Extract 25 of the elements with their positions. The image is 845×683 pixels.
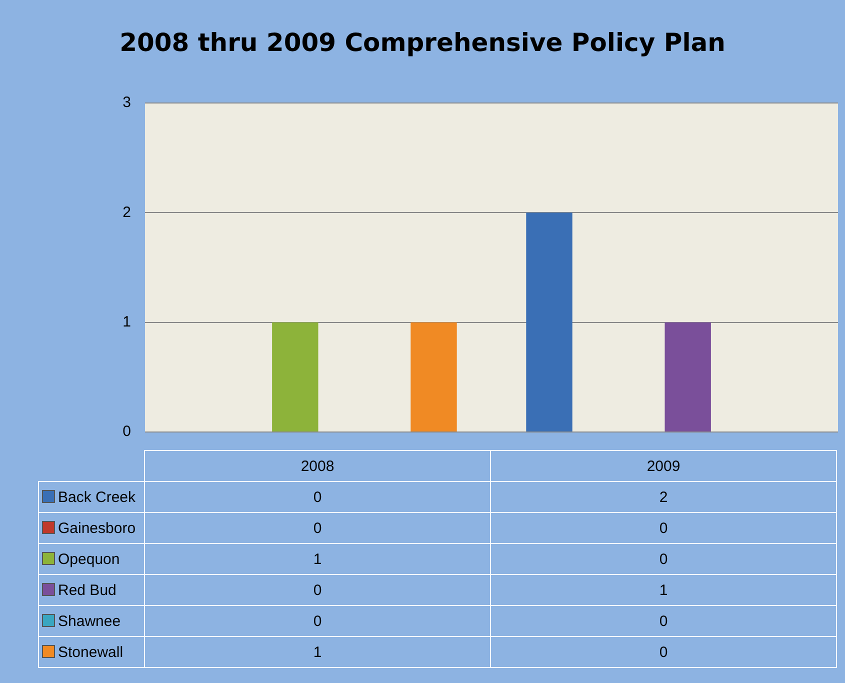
data-label: 0	[490, 512, 836, 544]
data-label: 2	[490, 482, 836, 512]
legend-label: Red Bud	[38, 574, 144, 606]
data-label: 0	[144, 606, 490, 636]
data-label: 1	[490, 574, 836, 606]
data-label: 1	[144, 544, 490, 574]
data-label: 0	[490, 636, 836, 668]
y-tick-label: 0	[122, 423, 131, 440]
legend-label: Back Creek	[38, 482, 144, 512]
data-label: 0	[144, 482, 490, 512]
legend-label: Opequon	[38, 544, 144, 574]
y-tick-label: 3	[122, 94, 131, 112]
data-label: 0	[144, 574, 490, 606]
legend-label: Gainesboro	[38, 512, 144, 544]
data-label: 0	[490, 606, 836, 636]
legend-label: Stonewall	[38, 636, 144, 668]
data-label: 1	[144, 636, 490, 668]
chart-title: 2008 thru 2009 Comprehensive Policy Plan	[118, 28, 726, 57]
x-tick-label: 2008	[144, 450, 490, 482]
data-label: 0	[490, 544, 836, 574]
x-tick-label: 2009	[490, 450, 836, 482]
data-label: 0	[144, 512, 490, 544]
y-tick-label: 1	[122, 313, 131, 330]
legend-label: Shawnee	[38, 606, 144, 636]
y-tick-label: 2	[122, 204, 131, 221]
